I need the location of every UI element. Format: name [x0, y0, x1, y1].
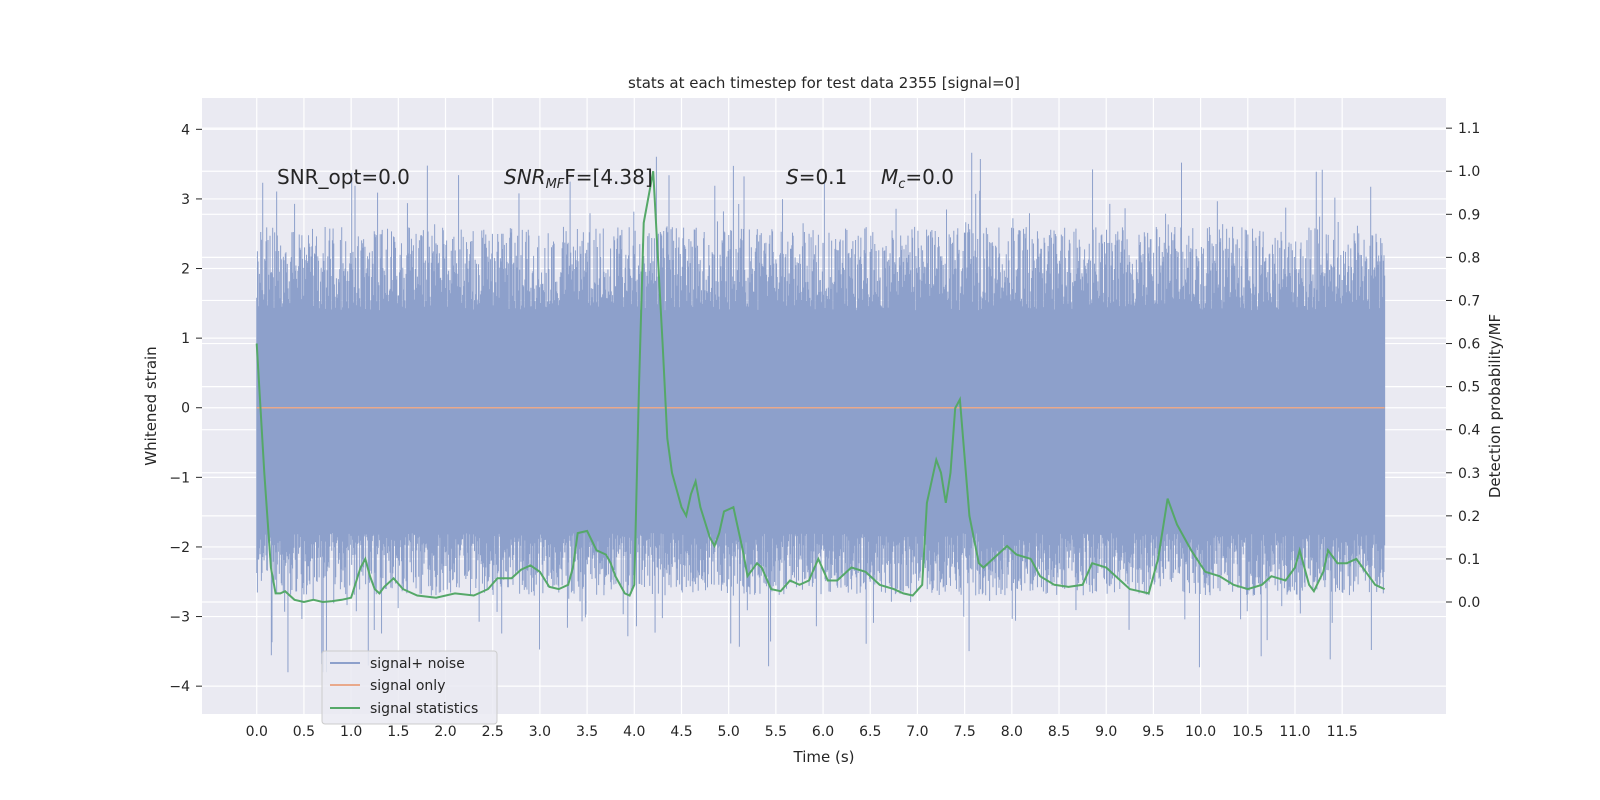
y2-tick-label: 0.9	[1458, 207, 1480, 223]
x-tick-label: 4.0	[623, 724, 645, 740]
annotation-mc: Mc=0.0	[881, 165, 954, 192]
y2-tick-label: 0.0	[1458, 595, 1480, 611]
y-tick-label: 1	[181, 331, 190, 347]
series-signal-noise	[256, 152, 1386, 673]
y-axis-label: Whitened strain	[142, 346, 160, 465]
x-tick-label: 8.5	[1048, 724, 1070, 740]
x-tick-label: 11.0	[1279, 724, 1310, 740]
y-tick-label: −2	[169, 540, 190, 556]
legend-label-signal-noise: signal+ noise	[370, 656, 465, 672]
y2-axis-label: Detection probability/MF	[1486, 314, 1504, 498]
y2-tick-label: 1.1	[1458, 121, 1480, 137]
y2-tick-label: 0.4	[1458, 423, 1480, 439]
legend-label-signal-statistics: signal statistics	[370, 701, 478, 717]
legend-label-signal-only: signal only	[370, 678, 445, 694]
x-tick-label: 3.5	[576, 724, 598, 740]
x-tick-label: 11.5	[1327, 724, 1358, 740]
x-tick-label: 2.0	[434, 724, 456, 740]
y-tick-label: 3	[181, 192, 190, 208]
x-axis-ticks: 0.0 0.5 1.0 1.5 2.0 2.5 3.0 3.5 4.0 4.5 5.0 5.5 6.0 6…	[246, 724, 1358, 740]
y2-tick-label: 0.7	[1458, 293, 1480, 309]
x-tick-label: 4.5	[670, 724, 692, 740]
legend: signal+ noise signal only signal statist…	[321, 650, 498, 725]
x-tick-label: 5.0	[718, 724, 740, 740]
x-tick-label: 7.0	[906, 724, 928, 740]
y2-tick-label: 0.3	[1458, 466, 1480, 482]
y-axis-ticks: 4 3 2 1 0 −1 −2 −3 −4	[169, 122, 202, 695]
series-layer	[255, 152, 1386, 673]
x-tick-label: 8.0	[1001, 724, 1023, 740]
x-tick-label: 9.5	[1142, 724, 1164, 740]
y-tick-label: −3	[169, 610, 190, 626]
annotation-mc-value: =0.0	[905, 165, 954, 189]
x-tick-label: 10.5	[1232, 724, 1263, 740]
x-tick-label: 1.5	[387, 724, 409, 740]
x-tick-label: 0.5	[293, 724, 315, 740]
x-tick-label: 2.5	[482, 724, 504, 740]
x-axis-label: Time (s)	[793, 748, 855, 766]
y2-tick-label: 0.1	[1458, 552, 1480, 568]
x-tick-label: 1.0	[340, 724, 362, 740]
x-tick-label: 10.0	[1185, 724, 1216, 740]
y-tick-label: −1	[169, 470, 190, 486]
annotation-snr-mf: SNRMFF=[4.38]	[504, 165, 653, 192]
annotation-snr-mf-sub: MF	[546, 177, 565, 192]
annotation-mc-symbol: M	[881, 165, 898, 189]
x-tick-label: 0.0	[246, 724, 268, 740]
y2-tick-label: 0.8	[1458, 250, 1480, 266]
y2-tick-label: 1.0	[1458, 164, 1480, 180]
x-tick-label: 6.5	[859, 724, 881, 740]
y2-tick-label: 0.2	[1458, 509, 1480, 525]
annotation-s-value: =0.1	[799, 165, 848, 189]
y-tick-label: 2	[181, 262, 190, 278]
x-tick-label: 7.5	[954, 724, 976, 740]
x-tick-label: 9.0	[1095, 724, 1117, 740]
series-signal-statistics	[255, 171, 1386, 604]
y-tick-label: −4	[169, 679, 190, 695]
y-tick-label: 0	[181, 401, 190, 417]
annotation-snr-opt: SNR_opt=0.0	[277, 165, 410, 189]
y2-tick-label: 0.5	[1458, 380, 1480, 396]
legend-box	[321, 650, 498, 725]
x-tick-label: 6.0	[812, 724, 834, 740]
x-tick-label: 3.0	[529, 724, 551, 740]
annotation-mc-sub: c	[898, 177, 905, 192]
y2-axis-ticks: 1.1 1.0 0.9 0.8 0.7 0.6 0.5 0.4 0.3 0.2 0.1 0.0	[1446, 121, 1480, 611]
y2-tick-label: 0.6	[1458, 337, 1480, 353]
annotation-s: S=0.1	[786, 165, 847, 189]
chart-title: stats at each timestep for test data 235…	[628, 74, 1020, 92]
y-tick-label: 4	[181, 122, 190, 138]
annotation-snr-mf-main: SNR	[504, 165, 546, 189]
x-tick-label: 5.5	[765, 724, 787, 740]
annotation-s-symbol: S	[786, 165, 799, 189]
annotation-snr-mf-rest: F=[4.38]	[564, 165, 652, 189]
